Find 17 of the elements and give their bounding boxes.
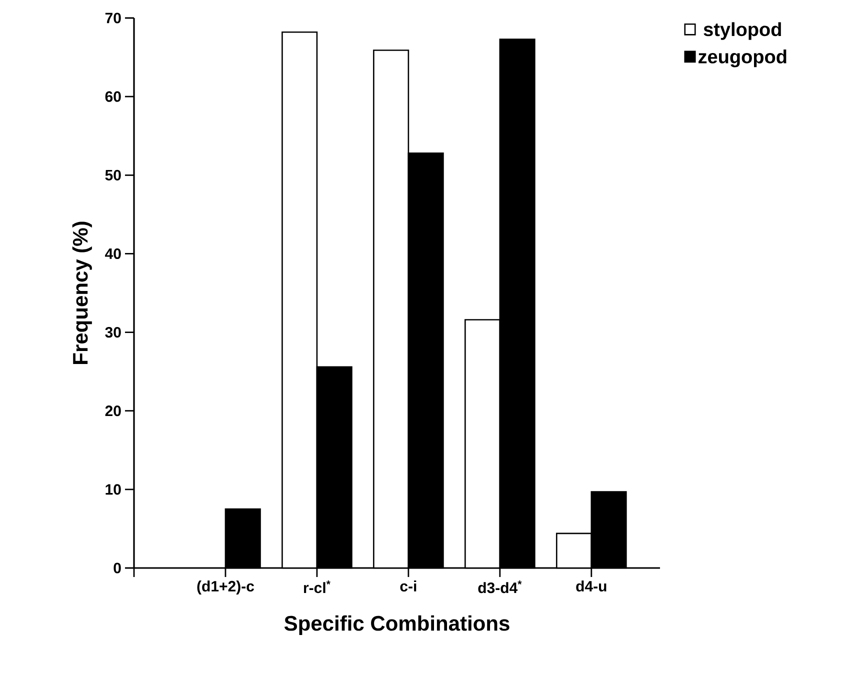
legend-label: stylopod	[704, 22, 781, 40]
x-tick-label: (d1+2)-c	[197, 580, 254, 595]
y-tick-label: 40	[105, 248, 121, 260]
y-tick-label: 10	[106, 484, 121, 495]
y-tick-label: 50	[105, 170, 121, 180]
y-tick-label: 70	[105, 12, 121, 24]
y-tick-label: 30	[105, 326, 121, 338]
x-axis-title: Specific Combinations	[284, 615, 510, 635]
legend-label: zeugopod	[698, 49, 786, 68]
y-axis-title: Frequency (%)	[72, 222, 92, 364]
y-tick-label: 20	[105, 406, 121, 416]
x-tick-label: d3-d4$^{*}$	[478, 580, 522, 594]
x-tick-label: c-i	[400, 580, 416, 592]
x-tick-label: d4-u	[576, 580, 606, 592]
x-tick-label: r-cl$^{*}$	[304, 580, 330, 594]
y-tick-label: 0	[114, 562, 121, 574]
y-tick-label: 60	[105, 91, 121, 102]
